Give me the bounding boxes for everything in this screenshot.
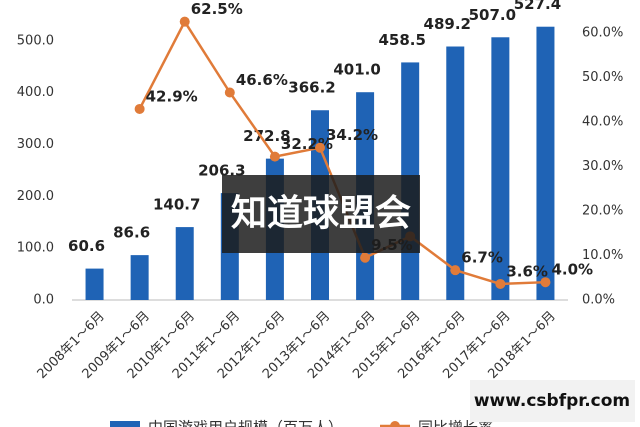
growth-point [540, 277, 551, 288]
bar-value-label: 507.0 [469, 6, 516, 24]
y-tick-label: 400.0 [17, 85, 54, 100]
bar [446, 46, 465, 300]
y-tick-label: 100.0 [17, 241, 54, 256]
bar-value-label: 60.6 [68, 237, 105, 255]
line-value-label: 34.2% [326, 126, 378, 144]
y2-tick-label: 20.0% [582, 203, 623, 218]
bar-value-label: 86.6 [113, 224, 150, 242]
line-value-label: 46.6% [236, 71, 288, 89]
growth-point [179, 16, 190, 27]
y2-tick-label: 30.0% [582, 159, 623, 174]
y-tick-label: 200.0 [17, 189, 54, 204]
line-value-label: 4.0% [551, 261, 593, 279]
growth-point [269, 151, 280, 162]
watermark: 知道球盟会 [231, 193, 411, 234]
growth-point [315, 142, 325, 153]
growth-point [224, 87, 235, 98]
y2-tick-label: 40.0% [582, 114, 623, 129]
y2-tick-label: 50.0% [582, 70, 623, 85]
bar [175, 227, 194, 300]
y2-tick-label: 60.0% [582, 25, 623, 40]
line-value-label: 6.7% [461, 249, 503, 267]
bar-value-label: 272.8 [243, 127, 290, 145]
url-box [470, 380, 635, 422]
legend-label: 同比增长率 [418, 419, 493, 427]
bar [536, 26, 555, 301]
bar [85, 268, 104, 300]
legend-swatch [110, 421, 140, 427]
bar [491, 37, 510, 300]
y-tick-label: 500.0 [17, 33, 54, 48]
y-tick-label: 0.0 [33, 293, 54, 308]
y2-tick-label: 10.0% [582, 248, 623, 263]
line-value-label: 62.5% [191, 0, 243, 18]
bar [130, 255, 149, 300]
bar-value-label: 489.2 [424, 15, 471, 33]
growth-point [495, 278, 506, 289]
line-value-label: 42.9% [146, 87, 198, 105]
line-value-label: 3.6% [506, 262, 548, 280]
growth-point [360, 252, 371, 263]
growth-point [450, 265, 461, 276]
bar-value-label: 527.4 [514, 0, 561, 13]
bar-value-label: 366.2 [288, 79, 335, 97]
growth-point [134, 103, 145, 114]
bar-value-label: 140.7 [153, 196, 200, 214]
y2-tick-label: 0.0% [582, 293, 615, 308]
y-tick-label: 300.0 [17, 137, 54, 152]
legend-swatch [390, 421, 400, 427]
bar-value-label: 458.5 [378, 31, 425, 49]
bar-value-label: 401.0 [333, 61, 380, 79]
watermark-box [222, 175, 420, 253]
legend-label: 中国游戏用户规模（百万人） [148, 419, 343, 427]
url: www.csbfpr.com [474, 391, 630, 411]
